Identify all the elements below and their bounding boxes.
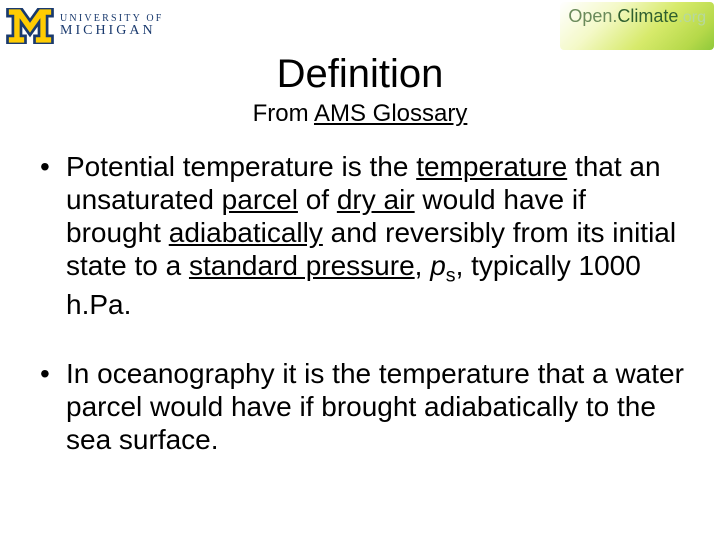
umich-logo: UNIVERSITY OF MICHIGAN [6, 4, 164, 48]
slide-body: Potential temperature is the temperature… [36, 150, 684, 492]
umich-block-m-icon [6, 8, 54, 44]
bullet-list: Potential temperature is the temperature… [36, 150, 684, 456]
text-run: of [298, 184, 337, 215]
symbol-p: p [430, 250, 446, 281]
link-adiabatically[interactable]: adiabatically [169, 217, 323, 248]
openclimate-logo: Open.Climate.org [560, 2, 714, 50]
slide-title: Definition [0, 52, 720, 97]
openclimate-org: .org [678, 9, 706, 27]
text-run: In oceanography it is the temperature th… [66, 358, 684, 455]
link-parcel[interactable]: parcel [222, 184, 298, 215]
slide-subtitle: From AMS Glossary [0, 100, 720, 128]
bullet-item: In oceanography it is the temperature th… [36, 357, 684, 456]
link-dry-air[interactable]: dry air [337, 184, 415, 215]
ams-glossary-link[interactable]: AMS Glossary [314, 100, 467, 127]
umich-wordmark: UNIVERSITY OF MICHIGAN [60, 14, 164, 38]
umich-line2: MICHIGAN [60, 24, 164, 38]
text-run: , [415, 250, 431, 281]
link-temperature[interactable]: temperature [416, 151, 567, 182]
openclimate-climate: Climate [617, 6, 678, 27]
slide: UNIVERSITY OF MICHIGAN Open.Climate.org … [0, 0, 720, 540]
header: UNIVERSITY OF MICHIGAN Open.Climate.org [0, 0, 720, 52]
subtitle-prefix: From [253, 100, 314, 127]
bullet-item: Potential temperature is the temperature… [36, 150, 684, 321]
subscript-s: s [446, 265, 456, 287]
link-standard-pressure[interactable]: standard pressure [189, 250, 415, 281]
openclimate-open: Open. [568, 6, 617, 27]
text-run: Potential temperature is the [66, 151, 416, 182]
